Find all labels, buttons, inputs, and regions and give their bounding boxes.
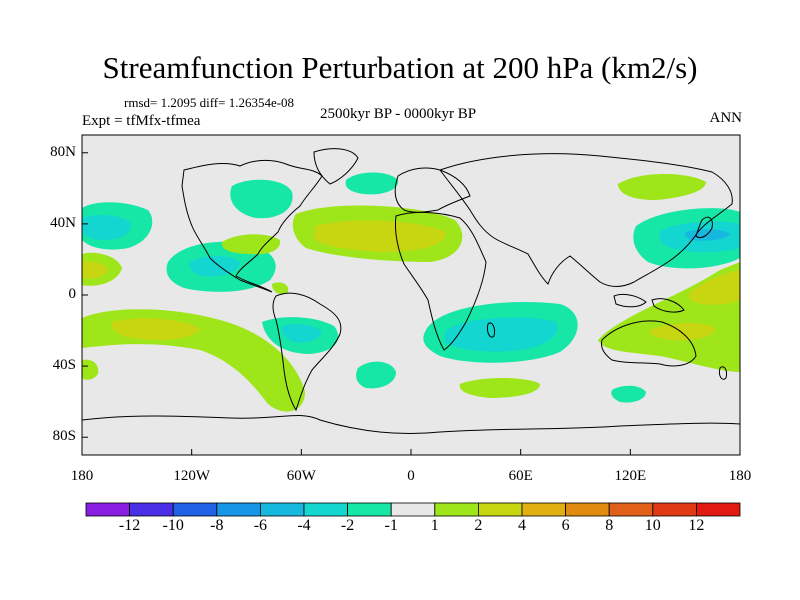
anomaly-region — [82, 214, 131, 240]
anomaly-region — [611, 385, 646, 403]
y-tick-label: 80N — [50, 143, 76, 160]
x-tick-label: 120W — [173, 468, 210, 484]
colorbar-label: -12 — [118, 517, 141, 534]
anomaly-region — [345, 172, 399, 195]
colorbar-swatch — [390, 502, 436, 517]
colorbar-label: 10 — [644, 517, 661, 534]
period-label: 2500kyr BP - 0000kyr BP — [320, 106, 477, 122]
colorbar-swatch — [652, 502, 697, 517]
x-tick-label: 0 — [407, 468, 415, 484]
y-tick-label: 80S — [52, 428, 76, 445]
contour-fields — [82, 172, 740, 412]
anomaly-region — [221, 234, 281, 255]
anomaly-region — [272, 282, 289, 294]
anomaly-region — [649, 322, 716, 341]
colorbar-label: 8 — [605, 517, 614, 534]
colorbar-swatch — [565, 502, 610, 517]
colorbar-label: -6 — [253, 517, 268, 534]
colorbar-label: 1 — [430, 517, 439, 534]
anomaly-region — [230, 179, 293, 219]
colorbar — [85, 502, 741, 517]
anomaly-region — [688, 270, 740, 305]
colorbar-label: 2 — [474, 517, 483, 534]
anomaly-region — [82, 359, 99, 380]
anomaly-region — [111, 318, 200, 340]
colorbar-swatch — [347, 502, 392, 517]
x-tick-label: 60W — [286, 468, 316, 484]
colorbar-swatch — [85, 502, 130, 517]
x-tick-label: 180 — [728, 468, 752, 484]
anomaly-region — [444, 317, 558, 352]
y-tick-label: 0 — [68, 286, 77, 302]
y-tick-label: 40N — [50, 214, 76, 231]
colorbar-swatch — [477, 502, 523, 517]
colorbar-label: -10 — [162, 517, 184, 534]
anomaly-region — [459, 378, 540, 398]
anomaly-region — [356, 361, 396, 389]
season-label: ANN — [709, 110, 743, 126]
colorbar-swatch — [172, 502, 218, 517]
colorbar-swatch — [434, 502, 479, 517]
anomaly-region — [314, 220, 446, 252]
colorbar-label: 4 — [518, 517, 526, 534]
x-tick-label: 120E — [614, 468, 647, 484]
anomaly-region — [685, 229, 730, 241]
x-tick-label: 60E — [508, 468, 533, 484]
anomaly-region — [82, 261, 108, 279]
anomaly-region — [189, 256, 240, 277]
colorbar-swatch — [216, 502, 261, 517]
colorbar-label: 12 — [688, 517, 705, 534]
plot-title: Streamfunction Perturbation at 200 hPa (… — [102, 50, 698, 85]
colorbar-label: -8 — [210, 517, 224, 534]
axis-ticks — [81, 152, 741, 455]
colorbar-label: 6 — [561, 517, 570, 534]
anomaly-region — [281, 324, 322, 343]
anomaly-region — [618, 174, 706, 200]
stats-label: rmsd= 1.2095 diff= 1.26354e-08 — [124, 95, 295, 110]
colorbar-swatch — [521, 502, 566, 517]
colorbar-label: -2 — [340, 517, 355, 534]
coastlines — [82, 148, 740, 434]
colorbar-swatch — [129, 502, 174, 517]
colorbar-label: -1 — [384, 517, 398, 534]
experiment-label: Expt = tfMfx-tfmea — [82, 113, 201, 129]
colorbar-label: -4 — [297, 517, 311, 534]
colorbar-swatch — [303, 502, 348, 517]
colorbar-swatch — [259, 502, 305, 517]
y-tick-label: 40S — [52, 357, 76, 374]
x-tick-label: 180 — [70, 468, 94, 484]
colorbar-swatch — [696, 502, 741, 517]
colorbar-swatch — [608, 502, 654, 517]
